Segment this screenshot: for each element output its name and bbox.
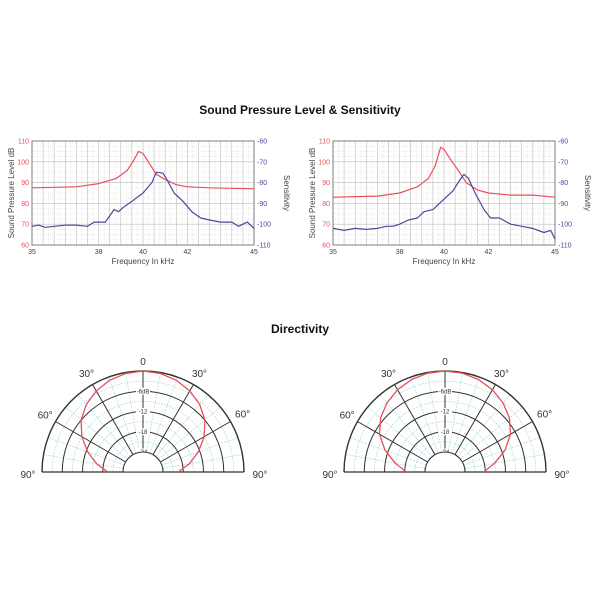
- directivity-pattern: [378, 370, 512, 473]
- angle-label-left30: 30°: [79, 369, 94, 380]
- polar-grid-ring: [414, 441, 476, 473]
- ring-label: -12: [139, 410, 148, 416]
- angle-label-left30: 30°: [381, 369, 396, 380]
- angle-label-right60: 60°: [235, 410, 250, 421]
- y2-tick-label: -100: [257, 222, 271, 229]
- ring-label-bg: [438, 387, 452, 395]
- polar-grid-ring: [72, 401, 214, 473]
- y-tick-label: 100: [17, 159, 29, 166]
- ring-label: -18: [441, 430, 450, 436]
- x-tick-label: 35: [28, 249, 36, 256]
- polar-chart-2: -6dB-12-18-24030°30°60°60°90°90°: [322, 357, 569, 481]
- angle-label-right30: 30°: [494, 369, 509, 380]
- sensitivity-line: [31, 171, 255, 229]
- line-chart-2: 35 38 40 42 45 60 70 80 90 100 110 -110 -100 -90 -80 -7…: [308, 139, 592, 267]
- polar-spoke: [454, 384, 496, 455]
- y2-tick-label: -80: [257, 180, 267, 187]
- ring-label-bg: [438, 428, 452, 436]
- ring-label-bg: [136, 428, 150, 436]
- x-tick-label: 45: [250, 249, 258, 256]
- x-tick-label: 42: [485, 249, 493, 256]
- y-tick-label: 70: [322, 222, 330, 229]
- y2-tick-label: -70: [558, 159, 568, 166]
- y-tick-label: 100: [318, 159, 330, 166]
- ring-label: -6dB: [137, 389, 150, 395]
- directivity-title: Directivity: [271, 322, 329, 336]
- spl-line: [31, 150, 255, 190]
- x-tick-label: 38: [396, 249, 404, 256]
- ring-label-bg: [438, 408, 452, 415]
- x-axis-label: Frequency In kHz: [112, 257, 175, 266]
- ring-label: -18: [139, 430, 148, 436]
- spl-line: [332, 146, 556, 198]
- line-chart-1: 35 38 40 42 45 60 70 80 90 100 110 -110 -100 -90 -80 -7…: [7, 139, 291, 267]
- y2-tick-label: -90: [558, 201, 568, 208]
- directivity-pattern: [80, 370, 206, 473]
- ring-label: -6dB: [439, 389, 452, 395]
- sensitivity-line: [332, 173, 556, 240]
- polar-spoke: [160, 421, 231, 463]
- y-tick-label: 60: [21, 243, 29, 250]
- plot-frame: [332, 140, 556, 246]
- polar-spoke: [55, 421, 126, 463]
- ring-label-bg: [136, 408, 150, 415]
- polar-inner-circle: [424, 451, 466, 473]
- y2-tick-label: -70: [257, 159, 267, 166]
- angle-label-left90: 90°: [20, 470, 35, 481]
- spl-title: Sound Pressure Level & Sensitivity: [199, 103, 401, 117]
- angle-label-left60: 60°: [38, 411, 53, 422]
- angle-label-right90: 90°: [554, 470, 569, 481]
- ring-label-bg: [136, 387, 150, 395]
- y-tick-label: 80: [322, 201, 330, 208]
- polar-spoke: [152, 384, 194, 455]
- angle-label-right60: 60°: [537, 410, 552, 421]
- y2-tick-label: -110: [558, 243, 572, 250]
- x-tick-label: 40: [139, 249, 147, 256]
- y2-tick-label: -80: [558, 180, 568, 187]
- plot-frame: [31, 140, 255, 246]
- polar-spoke: [394, 384, 436, 455]
- ring-label: -12: [441, 410, 450, 416]
- x-tick-label: 45: [551, 249, 559, 256]
- y-tick-label: 60: [322, 243, 330, 250]
- y2-tick-label: -110: [257, 243, 271, 250]
- polar-spoke: [92, 384, 134, 455]
- polar-grid-ring: [112, 441, 174, 473]
- y-tick-label: 70: [21, 222, 29, 229]
- angle-label-left90: 90°: [322, 470, 337, 481]
- y2-tick-label: -100: [558, 222, 572, 229]
- x-tick-label: 40: [440, 249, 448, 256]
- y2-tick-label: -60: [257, 139, 267, 146]
- polar-inner-circle: [122, 451, 164, 473]
- polar-spoke: [462, 421, 533, 463]
- y2-axis-label: Sensitivity: [583, 175, 592, 211]
- angle-label-right30: 30°: [192, 369, 207, 380]
- y2-axis-label: Sensitivity: [282, 175, 291, 211]
- angle-label-right90: 90°: [252, 470, 267, 481]
- y-tick-label: 110: [18, 139, 29, 146]
- x-tick-label: 35: [329, 249, 337, 256]
- polar-chart-1: -6dB-12-18-24030°30°60°60°90°90°: [20, 357, 267, 481]
- x-axis-label: Frequency In kHz: [413, 257, 476, 266]
- polar-spoke: [357, 421, 428, 463]
- y-axis-label: Sound Pressure Level dB: [308, 148, 317, 239]
- angle-label-center: 0: [140, 357, 146, 368]
- y-tick-label: 110: [319, 139, 330, 146]
- x-tick-label: 38: [95, 249, 103, 256]
- y2-tick-label: -60: [558, 139, 568, 146]
- y-tick-label: 80: [21, 201, 29, 208]
- angle-label-left60: 60°: [340, 411, 355, 422]
- y-tick-label: 90: [21, 180, 29, 187]
- y-tick-label: 90: [322, 180, 330, 187]
- y-axis-label: Sound Pressure Level dB: [7, 148, 16, 239]
- angle-label-center: 0: [442, 357, 448, 368]
- y2-tick-label: -90: [257, 201, 267, 208]
- x-tick-label: 42: [184, 249, 192, 256]
